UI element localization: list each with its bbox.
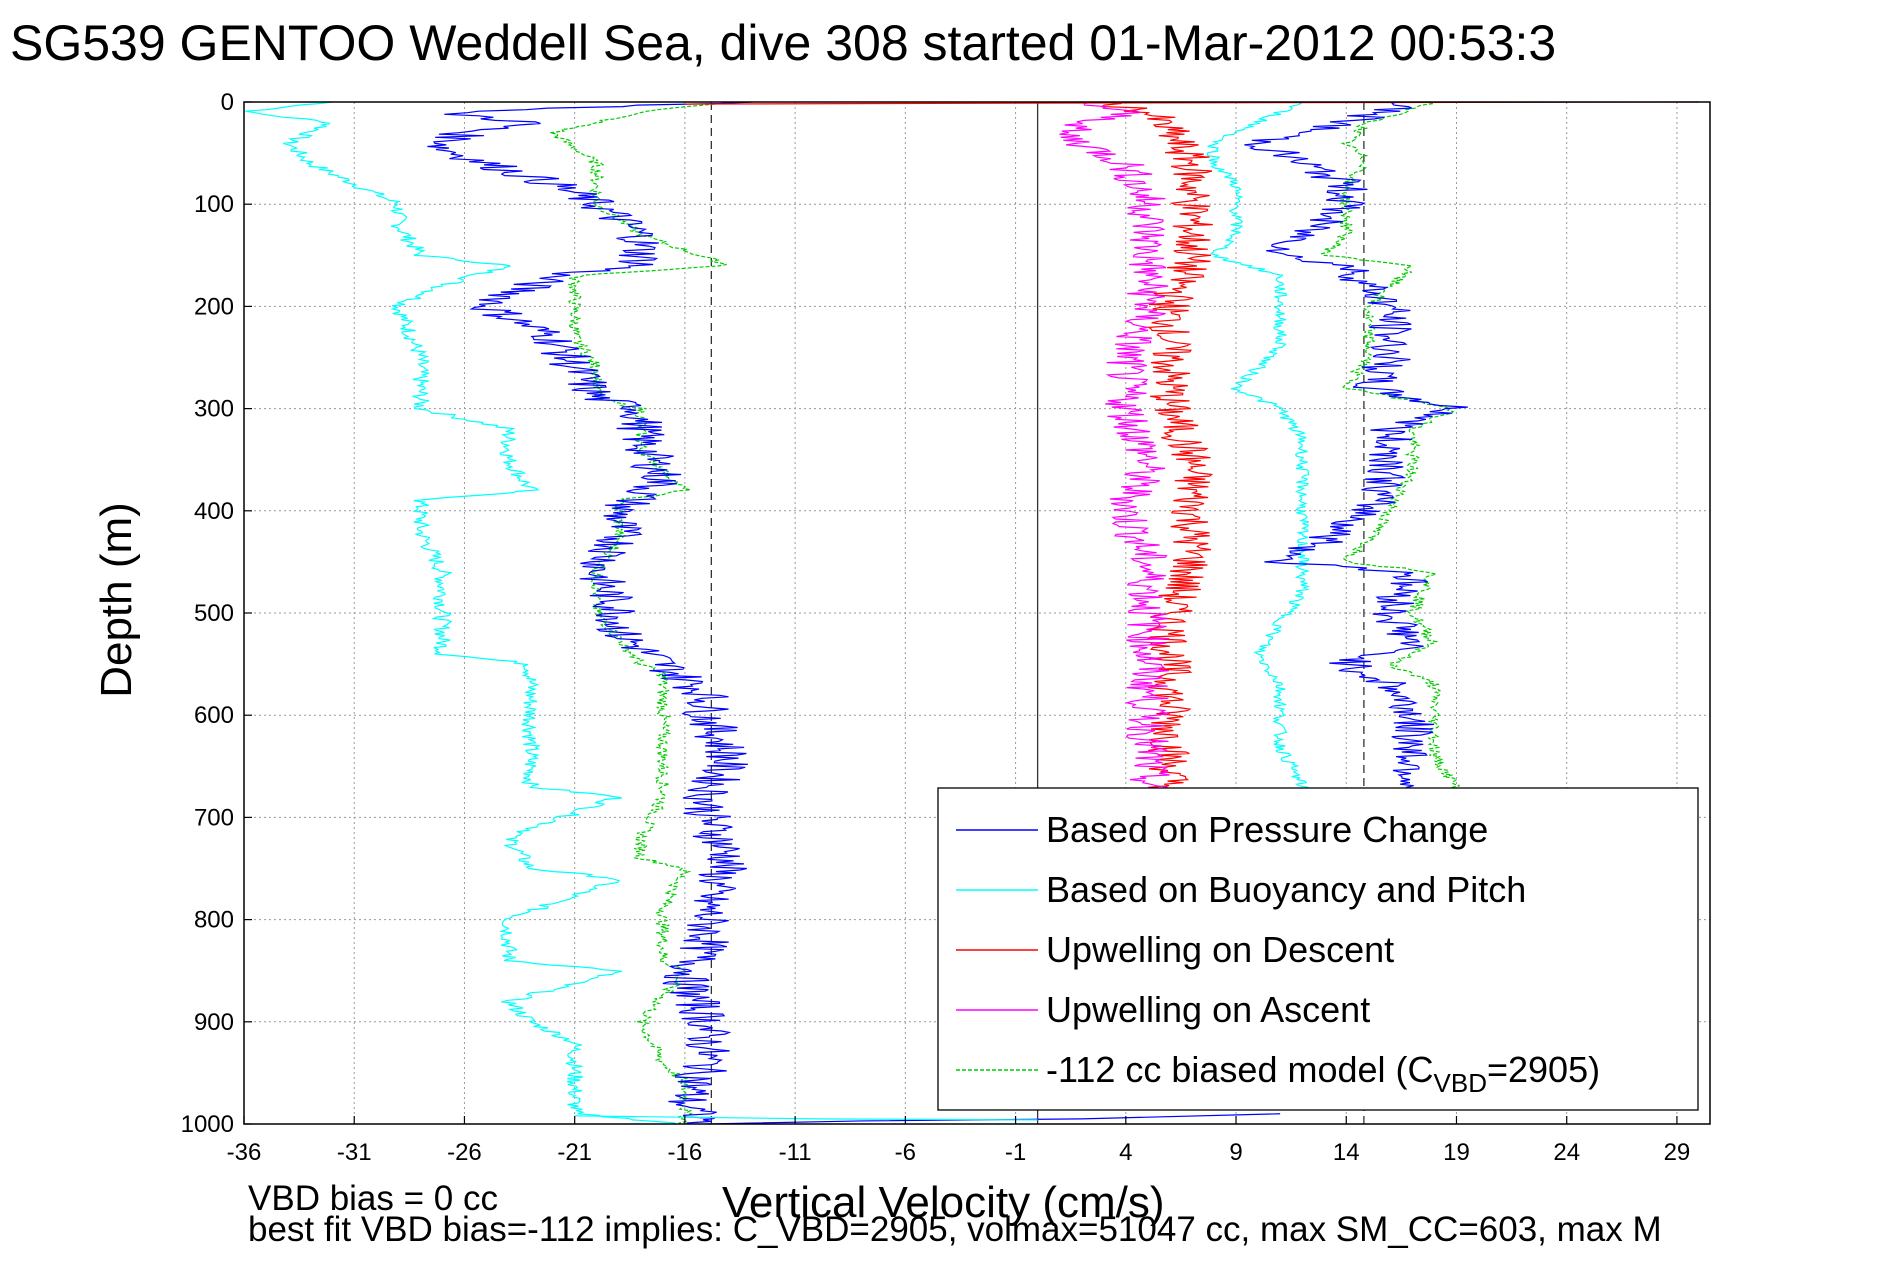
y-tick-label: 1000 (181, 1111, 234, 1138)
chart-title: SG539 GENTOO Weddell Sea, dive 308 start… (10, 15, 1557, 71)
x-tick-label: -1 (1005, 1139, 1026, 1166)
best-fit-annotation: best fit VBD bias=-112 implies: C_VBD=29… (248, 1210, 1662, 1249)
legend: Based on Pressure Change Based on Buoyanc… (937, 787, 1699, 1111)
ticks: -36 -31 -26 -21 -16 -11 -6 -1 4 9 14 19 24 29 0 100 200 3… (181, 89, 1691, 1166)
x-tick-label: -26 (447, 1139, 482, 1166)
x-tick-label: 14 (1333, 1139, 1360, 1166)
x-tick-label: 4 (1119, 1139, 1132, 1166)
vbd-bias-annotation: VBD bias = 0 cc (248, 1179, 498, 1218)
x-tick-label: -31 (337, 1139, 372, 1166)
legend-entry: Based on Buoyancy and Pitch (1046, 869, 1526, 910)
y-tick-label: 900 (194, 1009, 234, 1036)
x-tick-label: -21 (557, 1139, 592, 1166)
series-upwelling-descent (1100, 101, 1214, 797)
y-tick-label: 500 (194, 600, 234, 627)
series-biased-model-ascent (1320, 101, 1460, 797)
x-tick-label: 24 (1553, 1139, 1580, 1166)
series-upwelling-ascent (1059, 101, 1171, 797)
x-tick-label: 9 (1229, 1139, 1242, 1166)
series-biased-model (549, 101, 728, 1124)
series-buoyancy-pitch-ascent (1206, 101, 1311, 797)
series-pressure-change-ascent (1244, 101, 1468, 797)
legend-entry: Based on Pressure Change (1046, 809, 1488, 850)
x-tick-label: -36 (227, 1139, 262, 1166)
x-tick-label: -11 (779, 1139, 812, 1166)
legend-entry: Upwelling on Ascent (1046, 989, 1370, 1030)
legend-box (937, 787, 1699, 1111)
y-tick-label: 100 (194, 191, 234, 218)
y-tick-label: 400 (194, 498, 234, 525)
series-buoyancy-pitch-bottom (574, 1115, 1038, 1121)
x-tick-label: 29 (1664, 1139, 1691, 1166)
x-tick-label: 19 (1443, 1139, 1470, 1166)
y-tick-label: 200 (194, 293, 234, 320)
series-pressure-change (427, 101, 753, 1124)
series-buoyancy-pitch (245, 101, 676, 1124)
y-tick-label: 700 (194, 804, 234, 831)
y-axis-label: Depth (m) (92, 502, 141, 698)
x-axis-label: Vertical Velocity (cm/s) (722, 1178, 1165, 1227)
x-tick-label: -16 (668, 1139, 703, 1166)
y-tick-label: 800 (194, 907, 234, 934)
y-tick-label: 300 (194, 396, 234, 423)
y-tick-label: 600 (194, 702, 234, 729)
y-tick-label: 0 (221, 89, 234, 116)
legend-entry: -112 cc biased model (CVBD=2905) (1046, 1049, 1600, 1098)
legend-entry: Upwelling on Descent (1046, 929, 1394, 970)
x-tick-label: -6 (895, 1139, 916, 1166)
